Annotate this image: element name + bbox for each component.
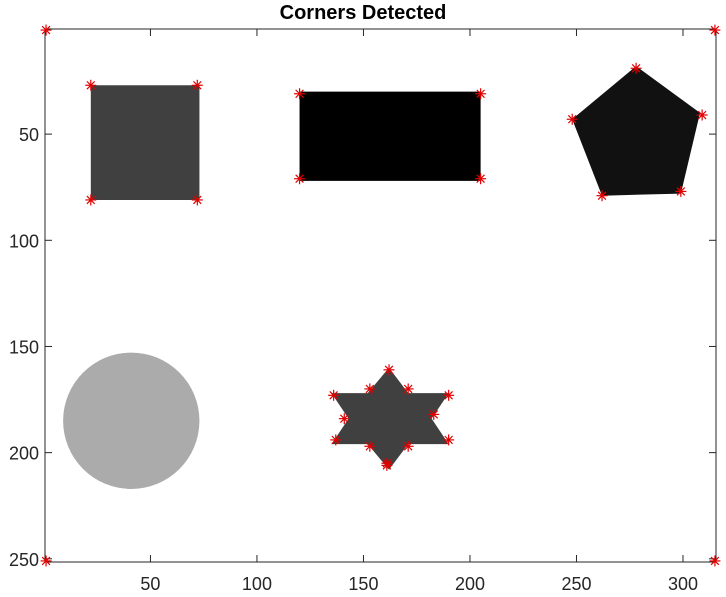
y-tick-label: 250 (9, 550, 39, 570)
corner-marker (443, 389, 455, 401)
corner-markers (40, 24, 721, 567)
figure-title: Corners Detected (279, 2, 447, 24)
corner-marker (294, 88, 306, 100)
corner-marker (191, 194, 203, 206)
corner-marker (709, 24, 721, 36)
corner-marker (566, 113, 578, 125)
x-tick-label: 200 (455, 574, 485, 594)
x-tick-label: 250 (561, 574, 591, 594)
corner-marker (709, 555, 721, 567)
corner-marker (696, 109, 708, 121)
hexagram-shape (331, 367, 449, 470)
corner-marker (383, 364, 395, 376)
x-tick-label: 150 (348, 574, 378, 594)
corner-marker (402, 383, 414, 395)
corner-marker (402, 440, 414, 452)
corner-marker (596, 190, 608, 202)
pentagon-shape (572, 66, 701, 196)
corner-marker (330, 434, 342, 446)
corner-marker (428, 408, 440, 420)
shapes-layer (63, 66, 701, 489)
x-tick-label: 50 (140, 574, 160, 594)
axes-box (44, 28, 717, 563)
corner-marker (191, 79, 203, 91)
corner-marker (364, 383, 376, 395)
corner-marker (85, 194, 97, 206)
corner-marker (630, 62, 642, 74)
x-tick-label: 100 (242, 574, 272, 594)
corner-marker (294, 173, 306, 185)
corner-marker (40, 555, 52, 567)
corner-marker (40, 24, 52, 36)
y-tick-label: 100 (9, 231, 39, 251)
corner-marker (364, 440, 376, 452)
x-tick-label: 300 (668, 574, 698, 594)
y-tick-label: 200 (9, 444, 39, 464)
corner-marker (328, 389, 340, 401)
corner-marker (338, 413, 350, 425)
square-shape (90, 85, 200, 200)
rectangle-shape (299, 91, 481, 181)
y-tick-label: 150 (9, 337, 39, 357)
corner-marker (85, 79, 97, 91)
y-tick-label: 50 (19, 125, 39, 145)
corner-marker (381, 459, 393, 471)
corner-marker (475, 88, 487, 100)
ticks-layer: 50 100 150 200 250 300 50 100 150 200 250 (9, 29, 716, 594)
corner-marker (443, 434, 455, 446)
corner-marker (675, 185, 687, 197)
circle-shape (63, 352, 200, 489)
corner-marker (475, 173, 487, 185)
